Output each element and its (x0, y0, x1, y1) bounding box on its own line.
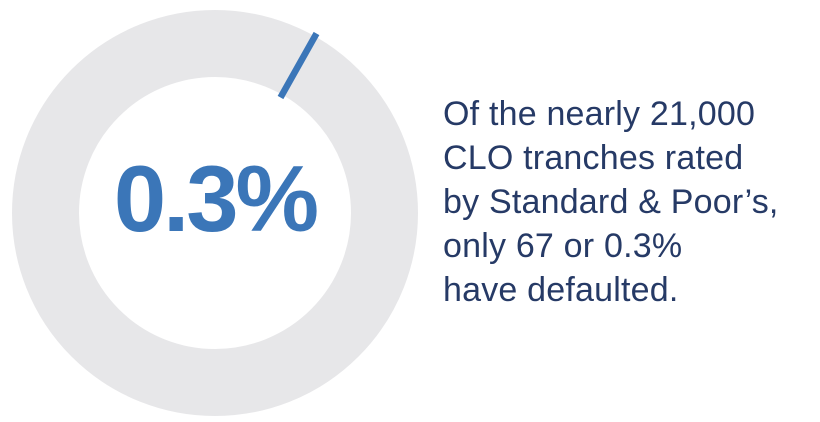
donut-slice-defaulted (277, 31, 320, 100)
caption-line: Of the nearly 21,000 (443, 95, 756, 133)
caption-line: CLO tranches rated (443, 139, 744, 177)
caption-line: only 67 or 0.3% (443, 227, 683, 265)
donut-center-label: 0.3% (113, 146, 319, 251)
donut-chart-svg (12, 10, 418, 416)
caption-line: have defaulted. (443, 271, 679, 309)
caption-line: by Standard & Poor’s, (443, 183, 779, 221)
caption-text: Of the nearly 21,000 CLO tranches rated … (443, 92, 815, 312)
donut-chart: 0.3% (12, 10, 418, 416)
donut-ring (12, 10, 418, 416)
